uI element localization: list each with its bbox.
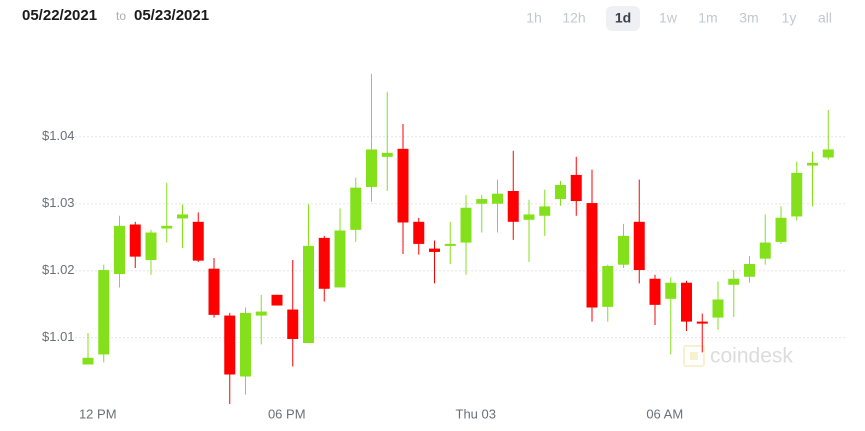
- range-button[interactable]: 3m: [739, 10, 758, 26]
- candle-body: [350, 187, 362, 230]
- candle-body: [523, 214, 535, 220]
- range-button[interactable]: 1d: [615, 10, 631, 26]
- candle-body: [555, 184, 566, 200]
- candle-body: [271, 294, 283, 306]
- candle-body: [712, 299, 724, 318]
- candle-body: [208, 268, 220, 315]
- candle-body: [318, 237, 330, 289]
- candle-body: [192, 221, 204, 261]
- range-button[interactable]: 1m: [698, 10, 717, 26]
- range-selector: 1h 12h 1d 1w 1m 3m 1y all: [526, 6, 832, 31]
- candle-body: [728, 278, 740, 285]
- candle-body: [177, 214, 188, 219]
- range-button[interactable]: 1y: [782, 10, 797, 26]
- candle-body: [129, 224, 141, 257]
- candle-body: [476, 199, 488, 204]
- candle-body: [397, 148, 409, 223]
- range-selected-bg: [606, 6, 640, 31]
- candle-body: [807, 162, 818, 166]
- candle-body: [381, 152, 393, 157]
- date-until[interactable]: 05/23/2021: [134, 7, 209, 24]
- candle-body: [334, 230, 346, 288]
- candle-body: [366, 149, 377, 187]
- candle-body: [287, 309, 299, 340]
- candle-body: [255, 311, 267, 316]
- candle-body: [240, 312, 251, 377]
- candle-body: [759, 242, 771, 259]
- date-separator: to: [116, 9, 126, 23]
- x-tick-label: Thu 03: [456, 406, 496, 421]
- x-axis: 12 PM 06 PM Thu 03 06 AM: [79, 406, 683, 421]
- watermark-logo: [683, 345, 705, 367]
- y-tick-label: $1.02: [42, 262, 75, 277]
- candle-body: [570, 174, 582, 202]
- candle-body: [744, 264, 755, 277]
- candle-body: [114, 225, 125, 275]
- candle-body: [224, 315, 236, 375]
- range-button[interactable]: 1w: [659, 10, 678, 26]
- x-tick-label: 06 AM: [646, 406, 683, 421]
- x-tick-label: 12 PM: [79, 406, 117, 421]
- watermark-text: coindesk: [710, 345, 793, 368]
- candle-body: [775, 217, 787, 242]
- candle-body: [161, 225, 173, 229]
- candle-body: [507, 191, 519, 222]
- range-button[interactable]: 12h: [562, 10, 585, 26]
- candle-body: [145, 232, 157, 260]
- range-button[interactable]: 1h: [526, 10, 542, 26]
- candle-body: [633, 221, 645, 271]
- candle-body: [618, 235, 629, 265]
- candle-body: [82, 357, 94, 365]
- logo-frame: [683, 345, 705, 367]
- candle-body: [822, 149, 834, 158]
- candle-body: [429, 248, 440, 252]
- candle-body: [681, 282, 692, 322]
- grid: $1.01 $1.02 $1.03 $1.04: [42, 128, 845, 344]
- candle-body: [602, 266, 614, 307]
- logo-center: [690, 352, 698, 360]
- range-button[interactable]: all: [818, 10, 832, 26]
- candle-body: [413, 221, 425, 244]
- candle-body: [539, 206, 551, 216]
- candle-body: [696, 321, 708, 324]
- candles: [82, 73, 834, 404]
- candle-body: [492, 193, 503, 204]
- candle-body: [665, 282, 677, 299]
- candle-body: [303, 245, 314, 344]
- y-tick-label: $1.04: [42, 128, 75, 143]
- candle-body: [98, 270, 110, 355]
- y-tick-label: $1.03: [42, 195, 75, 210]
- x-tick-label: 06 PM: [268, 406, 306, 421]
- date-from[interactable]: 05/22/2021: [22, 7, 97, 24]
- candle-body: [444, 243, 456, 246]
- candle-body: [586, 203, 598, 308]
- candle-body: [460, 207, 472, 243]
- candle-body: [649, 278, 661, 305]
- y-tick-label: $1.01: [42, 329, 75, 344]
- candle-body: [791, 172, 803, 217]
